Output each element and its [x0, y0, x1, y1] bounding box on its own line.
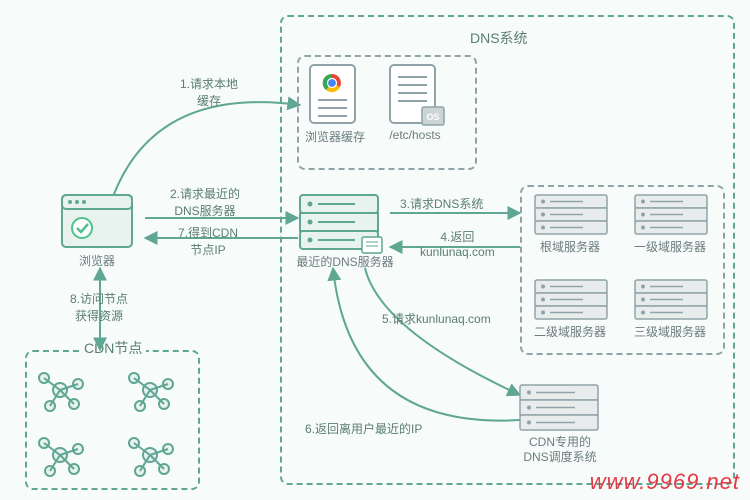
edge2-label: 2.请求最近的 DNS服务器 [170, 185, 240, 219]
edge7-label: 7.得到CDN 节点IP [178, 224, 238, 258]
root-server-label: 根域服务器 [525, 238, 615, 255]
cdn-scheduler-label2: DNS调度系统 [515, 448, 605, 465]
edge3-label: 3.请求DNS系统 [400, 195, 483, 212]
l2-server-label: 二级域服务器 [525, 323, 615, 340]
edge4-label: 4.返回 kunlunaq.com [420, 228, 495, 259]
cdn-nodes-box [25, 350, 200, 490]
diagram-canvas: DNS系统 CDN节点 [0, 0, 750, 500]
watermark-text: www.9969.net [590, 469, 740, 495]
browser-cache-label: 浏览器缓存 [290, 128, 380, 145]
cache-group-box [297, 55, 477, 170]
edge5-label: 5.请求kunlunaq.com [382, 310, 491, 327]
edge6-label: 6.返回离用户最近的IP [305, 420, 422, 437]
dns-system-title: DNS系统 [470, 28, 528, 48]
browser-label: 浏览器 [52, 252, 142, 269]
l3-server-label: 三级域服务器 [625, 323, 715, 340]
nearest-dns-label: 最近的DNS服务器 [290, 253, 400, 270]
cdn-nodes-title: CDN节点 [80, 338, 146, 358]
edge1-label: 1.请求本地 缓存 [180, 75, 238, 109]
etc-hosts-label: /etc/hosts [370, 128, 460, 142]
l1-server-label: 一级域服务器 [625, 238, 715, 255]
edge8-label: 8.访问节点 获得资源 [70, 290, 128, 324]
